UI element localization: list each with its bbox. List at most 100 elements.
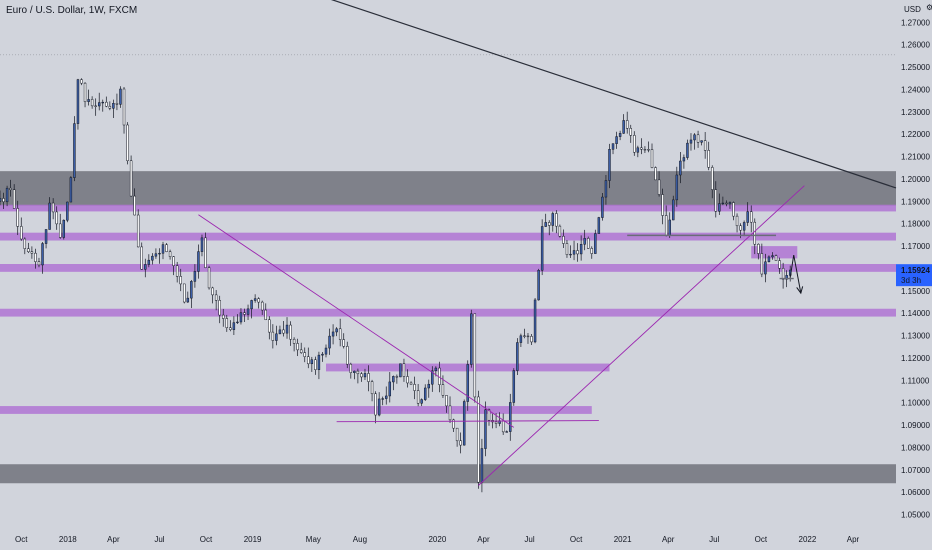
projection-arrowhead — [796, 286, 804, 295]
candle — [66, 201, 69, 221]
candle — [62, 219, 66, 238]
candle — [406, 376, 409, 384]
trendline-0 — [330, 0, 897, 189]
candle — [633, 135, 636, 153]
candle — [260, 301, 264, 311]
y-tick-label: 1.21000 — [901, 153, 930, 162]
candle — [197, 251, 200, 272]
candle — [377, 398, 381, 416]
current-price-badge — [896, 264, 932, 287]
y-tick-label: 1.17000 — [901, 242, 930, 251]
candle — [27, 248, 30, 252]
y-tick-label: 1.26000 — [901, 41, 930, 50]
candle — [257, 298, 260, 303]
candle — [133, 195, 136, 216]
x-tick-label: Apr — [662, 535, 675, 544]
candle — [232, 322, 236, 330]
y-tick-label: 1.20000 — [901, 175, 930, 184]
candle — [90, 99, 94, 107]
candle — [484, 409, 487, 449]
candle — [650, 149, 654, 168]
candle — [462, 401, 466, 446]
candle — [338, 328, 342, 340]
x-tick-label: 2022 — [799, 535, 817, 544]
candle — [349, 363, 353, 373]
candle — [732, 202, 735, 217]
candle — [136, 214, 140, 248]
y-tick-label: 1.22000 — [901, 130, 930, 139]
candle — [700, 140, 703, 143]
candle — [774, 255, 778, 261]
candle — [243, 312, 246, 315]
candle — [675, 174, 679, 201]
candle — [324, 347, 328, 355]
x-tick-label: Oct — [200, 535, 213, 544]
candle — [480, 448, 484, 483]
candle — [735, 215, 739, 227]
candle — [431, 370, 434, 385]
candle — [55, 211, 58, 225]
x-tick-label: Aug — [353, 535, 367, 544]
candle — [20, 226, 23, 240]
candle — [321, 353, 324, 356]
candle — [356, 370, 360, 375]
x-tick-label: Oct — [570, 535, 583, 544]
y-tick-label: 1.05000 — [901, 511, 930, 520]
candle — [505, 431, 508, 433]
candle — [477, 396, 480, 483]
candle — [572, 250, 576, 255]
candle — [647, 149, 650, 151]
candle — [147, 259, 151, 265]
x-tick-label: 2021 — [614, 535, 632, 544]
candle — [16, 208, 19, 227]
candle — [728, 202, 732, 205]
candle — [420, 399, 423, 404]
candle — [537, 270, 540, 301]
candle — [239, 312, 243, 323]
candle — [289, 324, 292, 340]
candle — [590, 248, 593, 254]
candle — [87, 99, 90, 102]
candle — [275, 333, 278, 341]
y-tick-label: 1.18000 — [901, 220, 930, 229]
candle — [409, 382, 413, 385]
candle — [441, 384, 445, 396]
candle — [236, 321, 239, 324]
candle — [253, 298, 257, 301]
candle — [122, 88, 126, 126]
candle — [51, 202, 55, 213]
candle — [165, 244, 168, 252]
candle — [604, 180, 608, 198]
candle — [175, 265, 179, 277]
candle — [597, 217, 601, 234]
candle — [530, 336, 533, 343]
candle — [399, 363, 402, 378]
candle — [140, 246, 143, 270]
candle — [331, 331, 335, 337]
candle — [370, 381, 374, 395]
candle — [126, 124, 129, 162]
candle — [310, 359, 314, 365]
y-tick-label: 1.12000 — [901, 354, 930, 363]
candle — [767, 256, 771, 263]
candle — [69, 177, 73, 203]
x-tick-label: Jul — [524, 535, 534, 544]
candle — [629, 127, 632, 136]
candle — [714, 189, 718, 212]
candle — [317, 354, 321, 370]
candle — [781, 268, 785, 280]
zone-4 — [0, 264, 896, 272]
candle — [452, 419, 455, 429]
candle — [186, 297, 190, 303]
candle — [381, 398, 384, 400]
candle — [144, 264, 147, 270]
x-tick-label: Oct — [15, 535, 28, 544]
candle — [179, 276, 182, 285]
x-tick-label: Apr — [847, 535, 860, 544]
zone-5 — [0, 308, 896, 317]
candle — [154, 253, 158, 257]
candle — [342, 339, 345, 347]
candle — [487, 409, 491, 421]
y-tick-label: 1.15000 — [901, 287, 930, 296]
